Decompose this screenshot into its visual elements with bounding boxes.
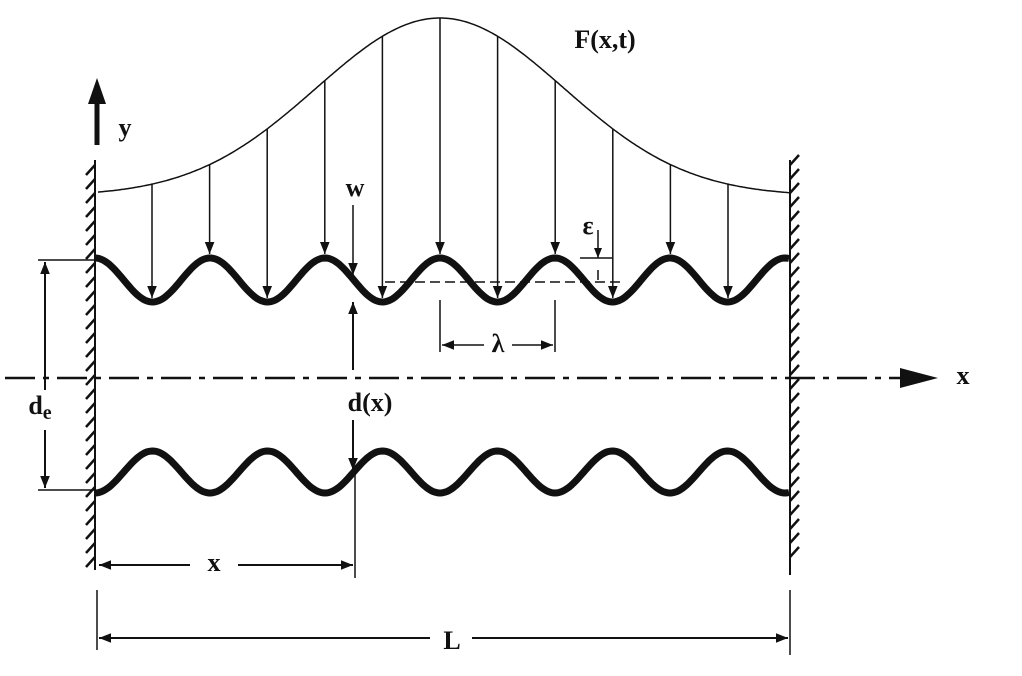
wall-hatch	[85, 430, 96, 442]
position-label: x	[208, 548, 221, 577]
amplitude-label: ε	[582, 211, 593, 240]
wall-hatch	[85, 346, 96, 358]
wall-hatch	[85, 416, 96, 428]
wall-hatch	[789, 252, 800, 264]
wall-hatch	[789, 420, 800, 432]
wall-hatch	[85, 528, 96, 540]
wall-hatch	[85, 472, 96, 484]
force-label: F(x,t)	[574, 25, 635, 54]
wall-hatch	[789, 322, 800, 334]
wall-hatch	[85, 360, 96, 372]
wall-hatch	[85, 318, 96, 330]
wall-hatch	[789, 280, 800, 292]
wall-hatch	[789, 462, 800, 474]
x-axis-label: x	[957, 361, 970, 390]
wall-hatch	[789, 350, 800, 362]
wall-hatch	[789, 224, 800, 236]
wall-hatch	[789, 210, 800, 222]
wall-hatch	[85, 164, 96, 176]
wall-hatch	[85, 402, 96, 414]
wall-hatch	[789, 378, 800, 390]
wavelength-label: λ	[492, 329, 505, 358]
gap-label: d(x)	[348, 388, 393, 417]
wall-hatch	[789, 266, 800, 278]
wall-hatch	[789, 196, 800, 208]
upper-wall-wave	[94, 254, 790, 306]
force-curve	[97, 17, 791, 194]
wall-hatch	[789, 182, 800, 194]
y-axis-label: y	[119, 113, 132, 142]
wall-hatch	[85, 220, 96, 232]
wall-hatch	[789, 434, 800, 446]
wall-hatch	[789, 448, 800, 460]
wall-hatch	[789, 154, 800, 166]
wall-hatch	[85, 542, 96, 554]
lower-wall-wave	[94, 447, 790, 497]
wall-hatch	[85, 458, 96, 470]
wall-hatch	[85, 262, 96, 274]
wall-hatch	[789, 364, 800, 376]
wall-hatch	[789, 294, 800, 306]
wall-hatch	[85, 444, 96, 456]
wall-hatch	[789, 238, 800, 250]
x-axis-arrow	[900, 368, 938, 388]
wall-hatch	[789, 168, 800, 180]
wall-hatch	[85, 248, 96, 260]
wall-hatch	[789, 504, 800, 516]
wall-hatch	[789, 532, 800, 544]
wall-hatch	[85, 486, 96, 498]
wall-hatch	[85, 388, 96, 400]
wall-hatch	[789, 518, 800, 530]
wall-hatch	[85, 206, 96, 218]
wall-hatch	[789, 546, 800, 558]
wall-hatch	[789, 308, 800, 320]
deflection-label: w	[346, 173, 365, 202]
y-axis-arrow	[88, 78, 106, 104]
wall-hatch	[789, 490, 800, 502]
wall-hatch	[85, 234, 96, 246]
wall-hatch	[85, 192, 96, 204]
wall-hatch	[789, 476, 800, 488]
wall-hatch	[85, 500, 96, 512]
geometry	[85, 17, 800, 568]
wall-hatch	[789, 406, 800, 418]
length-label: L	[443, 626, 460, 655]
wall-hatch	[85, 178, 96, 190]
wall-hatch	[789, 392, 800, 404]
wall-hatch	[85, 556, 96, 568]
wall-hatch	[789, 336, 800, 348]
wall-hatch	[85, 514, 96, 526]
wall-hatch	[85, 374, 96, 386]
gap-end-label: de	[28, 391, 51, 424]
wall-hatch	[85, 290, 96, 302]
wall-hatch	[85, 332, 96, 344]
wall-hatch	[85, 304, 96, 316]
wall-hatch	[85, 276, 96, 288]
